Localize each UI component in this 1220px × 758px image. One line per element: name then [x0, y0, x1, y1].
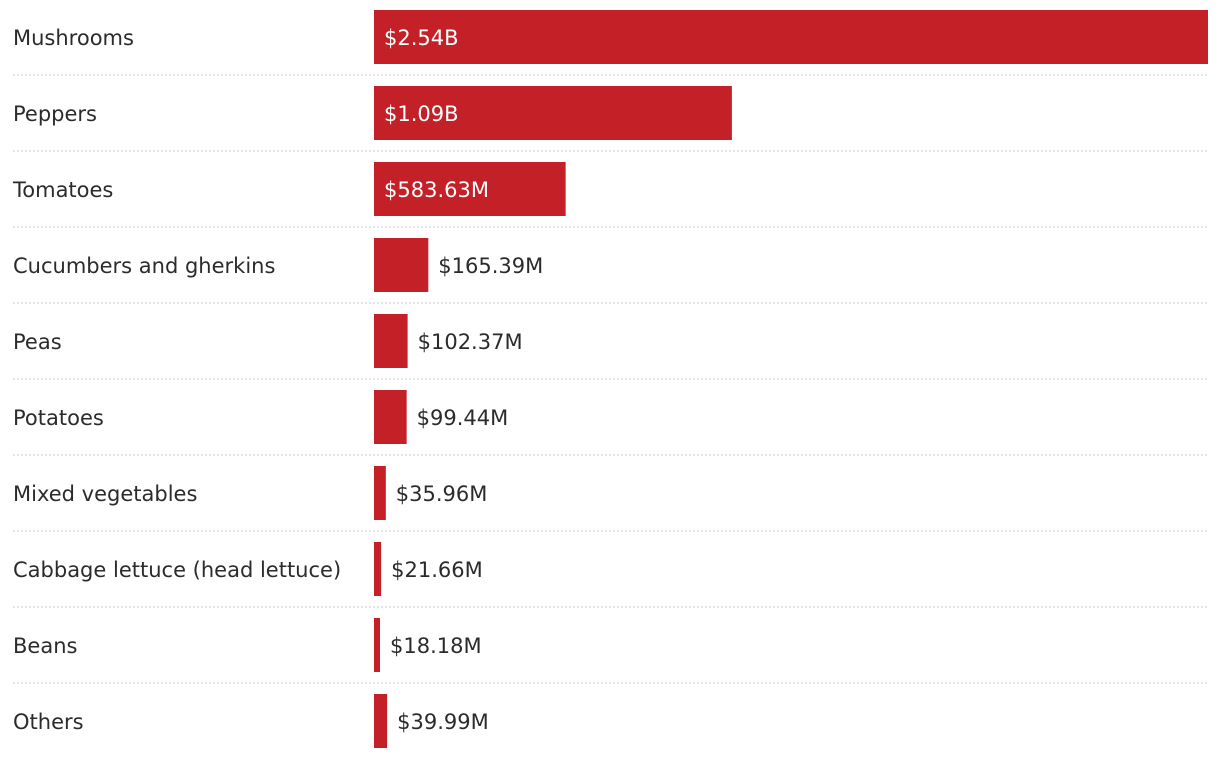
category-label: Cucumbers and gherkins: [13, 254, 275, 278]
category-label: Peas: [13, 330, 62, 354]
bar: [374, 694, 388, 748]
value-label: $39.99M: [397, 710, 489, 734]
value-label: $35.96M: [396, 482, 488, 506]
category-label: Mixed vegetables: [13, 482, 197, 506]
category-label: Beans: [13, 634, 77, 658]
bar: [374, 10, 1208, 64]
bar: [374, 314, 408, 368]
category-label: Potatoes: [13, 406, 104, 430]
category-label: Peppers: [13, 102, 97, 126]
category-label: Tomatoes: [12, 178, 113, 202]
value-label: $165.39M: [438, 254, 543, 278]
value-label: $2.54B: [384, 26, 459, 50]
value-label: $102.37M: [418, 330, 523, 354]
bar: [374, 162, 566, 216]
bar: [374, 466, 386, 520]
value-label: $583.63M: [384, 178, 489, 202]
value-label: $21.66M: [391, 558, 483, 582]
category-label: Others: [13, 710, 84, 734]
bar: [374, 390, 407, 444]
bar: [374, 86, 732, 140]
bar: [374, 238, 429, 292]
value-label: $1.09B: [384, 102, 459, 126]
value-label: $99.44M: [417, 406, 509, 430]
bar: [374, 618, 380, 672]
category-label: Mushrooms: [13, 26, 134, 50]
bar: [374, 542, 382, 596]
value-label: $18.18M: [390, 634, 482, 658]
category-label: Cabbage lettuce (head lettuce): [13, 558, 341, 582]
